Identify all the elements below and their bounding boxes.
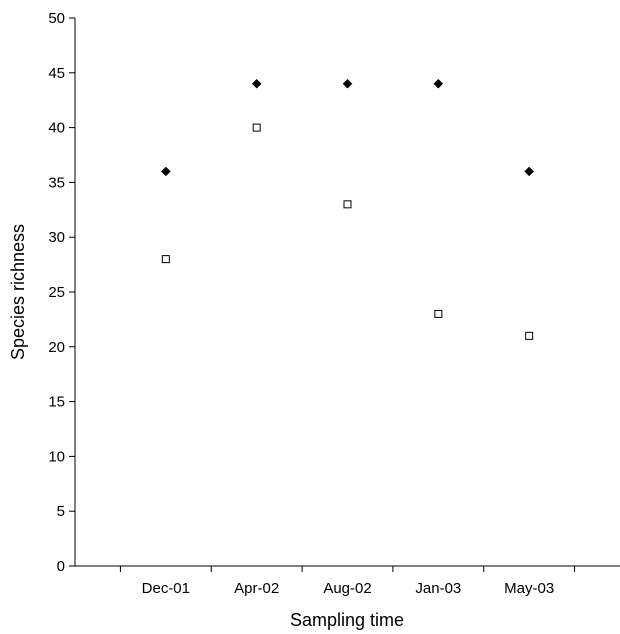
y-tick-label: 45 bbox=[48, 65, 65, 82]
y-tick-label: 35 bbox=[48, 174, 65, 191]
y-tick-label: 50 bbox=[48, 10, 65, 27]
y-tick-label: 10 bbox=[48, 448, 65, 465]
y-tick-label: 25 bbox=[48, 284, 65, 301]
square-point bbox=[161, 255, 170, 264]
y-tick-label: 15 bbox=[48, 394, 65, 411]
y-tick-label: 40 bbox=[48, 120, 65, 137]
x-tick-label: Jan-03 bbox=[415, 580, 461, 597]
diamond-point bbox=[342, 78, 353, 89]
x-tick-label: Apr-02 bbox=[234, 580, 279, 597]
y-tick-label: 5 bbox=[57, 503, 65, 520]
x-tick-label: Dec-01 bbox=[142, 580, 190, 597]
y-axis-title: Species richness bbox=[8, 224, 28, 360]
square-point bbox=[525, 331, 534, 340]
diamond-point bbox=[524, 166, 535, 177]
diamond-point bbox=[160, 166, 171, 177]
x-axis-title: Sampling time bbox=[290, 610, 404, 630]
marks-layer bbox=[160, 78, 535, 340]
square-point bbox=[434, 309, 443, 318]
x-tick-label: May-03 bbox=[504, 580, 554, 597]
axes-layer: 0 5 10 15 20 25 30 35 40 45 50 Dec-01 Apr-02 Aug-02 Ja… bbox=[48, 10, 620, 597]
y-tick-label: 30 bbox=[48, 229, 65, 246]
x-tick-label: Aug-02 bbox=[323, 580, 371, 597]
square-point bbox=[252, 123, 261, 132]
y-tick-label: 0 bbox=[57, 558, 65, 575]
y-tick-label: 20 bbox=[48, 339, 65, 356]
diamond-point bbox=[433, 78, 444, 89]
diamond-point bbox=[251, 78, 262, 89]
square-point bbox=[343, 200, 352, 209]
